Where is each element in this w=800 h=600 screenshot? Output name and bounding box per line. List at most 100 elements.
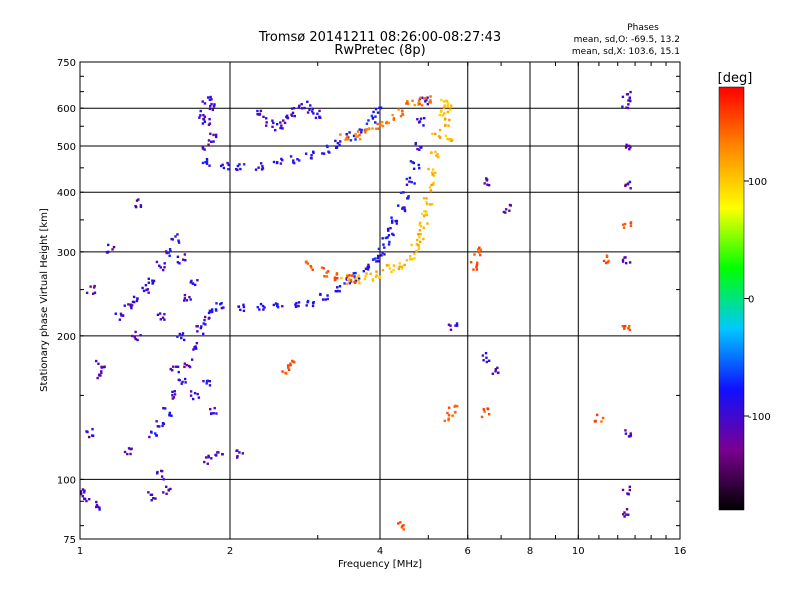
data-point: [123, 304, 126, 307]
data-point: [387, 264, 391, 267]
data-point: [415, 243, 419, 246]
data-point: [395, 219, 399, 223]
data-point: [295, 305, 298, 308]
data-point: [502, 210, 506, 214]
data-point: [220, 301, 223, 305]
data-point: [314, 116, 318, 120]
data-point: [509, 204, 513, 207]
data-point: [484, 351, 488, 355]
data-point: [305, 304, 308, 307]
data-point: [400, 267, 404, 270]
data-point: [417, 163, 420, 167]
data-point: [205, 456, 208, 459]
data-point: [93, 284, 96, 288]
data-point: [348, 131, 351, 134]
data-point: [358, 281, 361, 285]
data-point: [416, 118, 419, 121]
data-point: [155, 434, 158, 437]
data-point: [273, 128, 277, 132]
data-point: [295, 301, 298, 305]
data-point: [169, 249, 172, 253]
data-point: [629, 187, 632, 190]
data-point: [625, 106, 628, 109]
data-point: [256, 305, 259, 309]
data-point: [144, 283, 148, 287]
data-point: [628, 324, 631, 328]
data-point: [208, 379, 212, 383]
data-point: [209, 412, 213, 416]
data-point: [290, 114, 294, 117]
data-point: [210, 140, 213, 144]
data-point: [453, 411, 457, 414]
data-point: [418, 223, 421, 226]
data-point: [508, 209, 511, 212]
data-point: [429, 101, 432, 104]
data-point: [328, 151, 331, 154]
data-point: [155, 420, 158, 423]
data-point: [504, 211, 507, 214]
data-point: [272, 121, 275, 125]
data-point: [209, 407, 212, 411]
data-point: [374, 257, 377, 260]
data-point: [629, 90, 632, 94]
data-point: [211, 310, 214, 314]
data-point: [405, 183, 409, 186]
data-point: [312, 112, 315, 115]
data-point: [626, 106, 630, 110]
data-point: [422, 214, 426, 218]
data-point: [311, 107, 314, 111]
data-point: [170, 237, 173, 241]
data-point: [154, 497, 157, 500]
data-point: [381, 237, 384, 240]
data-point: [629, 146, 632, 149]
data-point: [438, 113, 442, 117]
data-point: [321, 152, 324, 155]
colorbar-ticks: 100 0 -100: [744, 177, 771, 423]
data-point: [162, 406, 165, 410]
data-point: [600, 420, 603, 423]
data-point: [440, 98, 443, 102]
data-point: [209, 310, 213, 314]
data-point: [160, 469, 164, 473]
data-point: [181, 332, 185, 335]
data-point: [300, 102, 303, 106]
data-point: [443, 112, 446, 115]
data-point: [308, 108, 311, 111]
data-point: [170, 414, 173, 417]
data-point: [207, 454, 210, 458]
colorbar-label: [deg]: [718, 71, 753, 86]
data-point: [449, 138, 452, 141]
data-point: [350, 274, 354, 277]
data-point: [627, 492, 630, 496]
data-point: [429, 189, 433, 193]
data-point: [374, 121, 377, 124]
data-point: [446, 104, 449, 108]
data-point: [212, 412, 215, 415]
data-point: [409, 160, 413, 163]
data-point: [431, 173, 434, 176]
data-point: [428, 186, 432, 189]
data-point: [254, 168, 258, 171]
y-tick-label: 600: [57, 104, 76, 115]
data-point: [356, 135, 359, 138]
data-point: [374, 107, 378, 111]
phase-stats-o: mean, sd,O: -69.5, 13.2: [574, 35, 680, 45]
data-point: [152, 496, 155, 500]
data-point: [272, 160, 276, 164]
data-point: [112, 245, 116, 249]
data-point: [91, 427, 94, 431]
data-point: [403, 263, 406, 267]
data-point: [364, 267, 368, 270]
data-point: [181, 380, 184, 384]
data-point: [425, 98, 428, 102]
data-point: [397, 108, 400, 111]
data-point: [199, 114, 202, 117]
data-point: [297, 301, 301, 304]
data-point: [321, 298, 325, 301]
data-point: [406, 102, 410, 106]
data-point: [161, 316, 165, 319]
data-point: [338, 143, 341, 146]
data-point: [86, 430, 89, 434]
data-point: [235, 456, 239, 459]
data-point: [312, 300, 315, 304]
